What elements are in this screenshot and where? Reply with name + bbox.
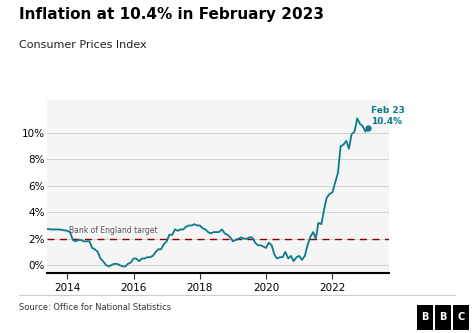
Text: B: B <box>439 312 447 322</box>
Text: Inflation at 10.4% in February 2023: Inflation at 10.4% in February 2023 <box>19 7 324 22</box>
Text: Feb 23
10.4%: Feb 23 10.4% <box>371 106 405 126</box>
Text: B: B <box>421 312 428 322</box>
Text: Source: Office for National Statistics: Source: Office for National Statistics <box>19 303 171 312</box>
Text: C: C <box>457 312 465 322</box>
Text: Bank of England target: Bank of England target <box>69 226 157 235</box>
Text: Consumer Prices Index: Consumer Prices Index <box>19 40 146 50</box>
